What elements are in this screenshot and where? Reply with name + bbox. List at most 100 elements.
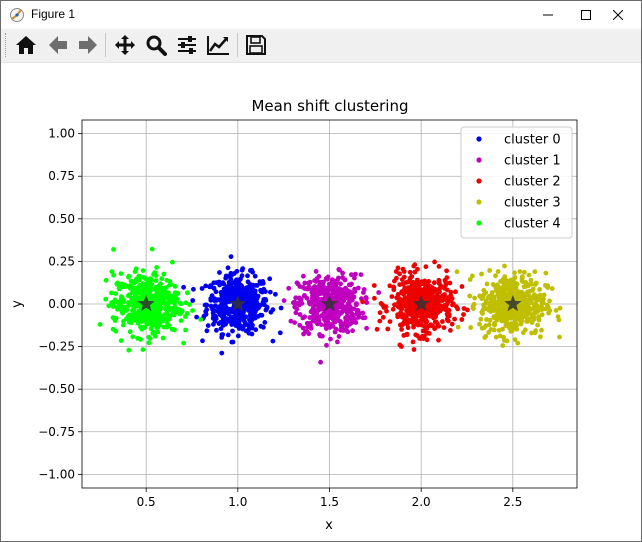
data-point [541, 292, 547, 298]
data-point [242, 294, 248, 300]
data-point [409, 274, 415, 279]
data-point [327, 325, 333, 330]
data-point [396, 299, 402, 305]
data-point [334, 316, 340, 322]
data-point [510, 278, 516, 284]
data-point [361, 287, 367, 292]
data-point [155, 319, 161, 325]
data-point [132, 269, 138, 274]
data-point [493, 334, 499, 340]
forward-button[interactable] [75, 32, 101, 58]
data-point [191, 286, 196, 292]
data-point [332, 329, 338, 335]
data-point [340, 270, 345, 276]
data-point [452, 316, 457, 322]
data-point [235, 310, 241, 316]
y-tick-label: −0.50 [38, 382, 75, 396]
series-cluster-2 [360, 259, 470, 352]
toolbar-grip[interactable] [5, 33, 9, 57]
data-point [497, 333, 503, 339]
data-point [455, 324, 461, 330]
series-cluster-1 [281, 267, 382, 365]
title-bar[interactable]: Figure 1 [1, 1, 641, 29]
data-point [339, 324, 344, 330]
figure-canvas[interactable]: Mean shift clustering 0.5 1.0 1.5 2.0 2.5 1.0… [1, 63, 641, 541]
data-point [436, 337, 441, 343]
pan-button[interactable] [112, 32, 138, 58]
centroid-star-marker [229, 295, 247, 312]
data-point [249, 306, 255, 312]
data-point [502, 338, 507, 343]
legend-marker [476, 136, 482, 142]
data-point [410, 339, 416, 345]
data-point [156, 283, 162, 289]
y-axis-label: y [10, 300, 25, 308]
data-point [434, 292, 440, 298]
data-point [517, 269, 523, 274]
data-point [347, 307, 353, 313]
data-point [553, 308, 559, 313]
arrow-left-icon [49, 36, 67, 54]
data-point [398, 322, 403, 328]
data-point [400, 266, 406, 272]
data-point [134, 291, 140, 297]
data-point [178, 318, 184, 323]
minimize-button[interactable] [525, 1, 571, 29]
data-point [281, 298, 287, 303]
data-point [313, 313, 319, 319]
back-button[interactable] [45, 32, 71, 58]
maximize-button[interactable] [563, 1, 609, 29]
data-point [459, 317, 465, 322]
data-point [317, 290, 323, 295]
save-button[interactable] [243, 32, 269, 58]
data-point [127, 316, 132, 322]
edit-axis-button[interactable] [205, 32, 231, 58]
data-point [444, 287, 450, 293]
move-icon [115, 35, 135, 55]
data-point [504, 280, 510, 285]
data-point [539, 327, 544, 333]
data-point [138, 290, 144, 296]
data-point [432, 259, 437, 265]
data-point [252, 273, 258, 279]
scatter-plot[interactable]: Mean shift clustering 0.5 1.0 1.5 2.0 2.5 1.0… [1, 63, 641, 541]
data-point [288, 318, 294, 324]
data-point [310, 318, 316, 324]
home-button[interactable] [13, 32, 39, 58]
legend[interactable]: cluster 0 cluster 1 cluster 2 cluster 3 clus… [460, 126, 573, 239]
legend-marker [476, 220, 482, 226]
close-button[interactable] [595, 1, 641, 29]
data-point [500, 343, 506, 348]
data-point [315, 308, 320, 314]
data-point [547, 298, 552, 304]
data-point [532, 269, 538, 275]
data-point [205, 323, 211, 328]
data-point [512, 337, 518, 342]
data-point [155, 329, 161, 335]
navigation-toolbar [1, 29, 641, 63]
configure-subplots-button[interactable] [174, 32, 200, 58]
data-point [112, 297, 118, 303]
legend-marker [476, 157, 482, 163]
data-point [521, 307, 526, 313]
data-point [343, 287, 349, 292]
data-point [440, 293, 445, 299]
data-point [328, 286, 334, 292]
data-point [244, 290, 250, 296]
y-tick-label: −1.00 [38, 467, 75, 481]
zoom-button[interactable] [143, 32, 169, 58]
data-point [330, 310, 335, 315]
data-point [342, 277, 348, 283]
data-point [526, 272, 532, 278]
data-point [299, 301, 305, 306]
data-point [320, 313, 326, 318]
data-point [148, 287, 154, 292]
data-point [235, 333, 241, 339]
data-point [344, 293, 350, 298]
data-point [555, 314, 561, 319]
data-point [230, 285, 236, 291]
data-point [240, 315, 246, 321]
data-point [528, 281, 533, 287]
data-point [152, 333, 158, 339]
data-point [525, 289, 531, 295]
